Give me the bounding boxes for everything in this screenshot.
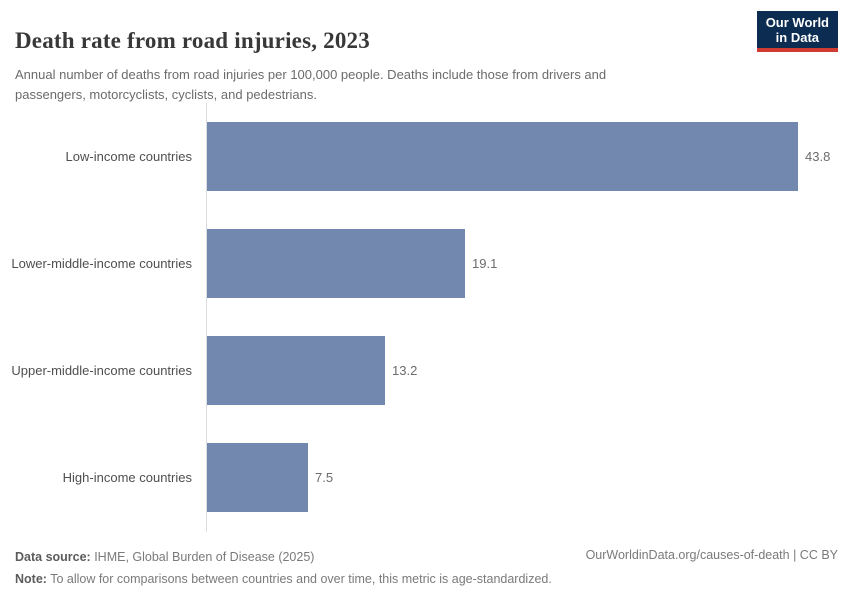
owid-logo[interactable]: Our World in Data bbox=[756, 11, 838, 52]
y-axis-line bbox=[206, 103, 207, 532]
category-label: High-income countries bbox=[62, 470, 192, 485]
data-source-text: IHME, Global Burden of Disease (2025) bbox=[90, 550, 315, 564]
bar-row: High-income countries 7.5 bbox=[0, 443, 850, 512]
value-label: 19.1 bbox=[472, 256, 498, 271]
value-label: 7.5 bbox=[315, 470, 334, 485]
bar-chart: Low-income countries 43.8 Lower-middle-inc… bbox=[0, 103, 850, 532]
note-line: Note: To allow for comparisons between c… bbox=[15, 568, 552, 590]
bar-row: Low-income countries 43.8 bbox=[0, 122, 850, 191]
bar[interactable] bbox=[207, 122, 798, 191]
bar-track: 7.5 bbox=[207, 443, 850, 512]
bar-row: Lower-middle-income countries 19.1 bbox=[0, 229, 850, 298]
bar-track: 13.2 bbox=[207, 336, 850, 405]
note-text: To allow for comparisons between countri… bbox=[46, 572, 552, 586]
chart-footer: Data source: IHME, Global Burden of Dise… bbox=[15, 546, 552, 590]
chart-subtitle: Annual number of deaths from road injuri… bbox=[15, 67, 607, 102]
data-source-label: Data source: bbox=[15, 550, 91, 564]
bar[interactable] bbox=[207, 443, 308, 512]
value-label: 43.8 bbox=[805, 149, 831, 164]
bar-track: 43.8 bbox=[207, 122, 850, 191]
attribution-link[interactable]: OurWorldinData.org/causes-of-death | CC … bbox=[585, 548, 838, 562]
owid-logo-line2: in Data bbox=[775, 30, 820, 45]
owid-logo-line1: Our World bbox=[765, 15, 829, 30]
page-title: Death rate from road injuries, 2023 bbox=[15, 28, 370, 54]
category-label: Low-income countries bbox=[65, 149, 192, 164]
category-label: Lower-middle-income countries bbox=[11, 256, 192, 271]
bar[interactable] bbox=[207, 336, 385, 405]
bar-row: Upper-middle-income countries 13.2 bbox=[0, 336, 850, 405]
value-label: 13.2 bbox=[392, 363, 418, 378]
note-label: Note: bbox=[15, 572, 47, 586]
data-source-line: Data source: IHME, Global Burden of Dise… bbox=[15, 546, 552, 568]
bar[interactable] bbox=[207, 229, 465, 298]
bar-track: 19.1 bbox=[207, 229, 850, 298]
category-label: Upper-middle-income countries bbox=[11, 363, 192, 378]
